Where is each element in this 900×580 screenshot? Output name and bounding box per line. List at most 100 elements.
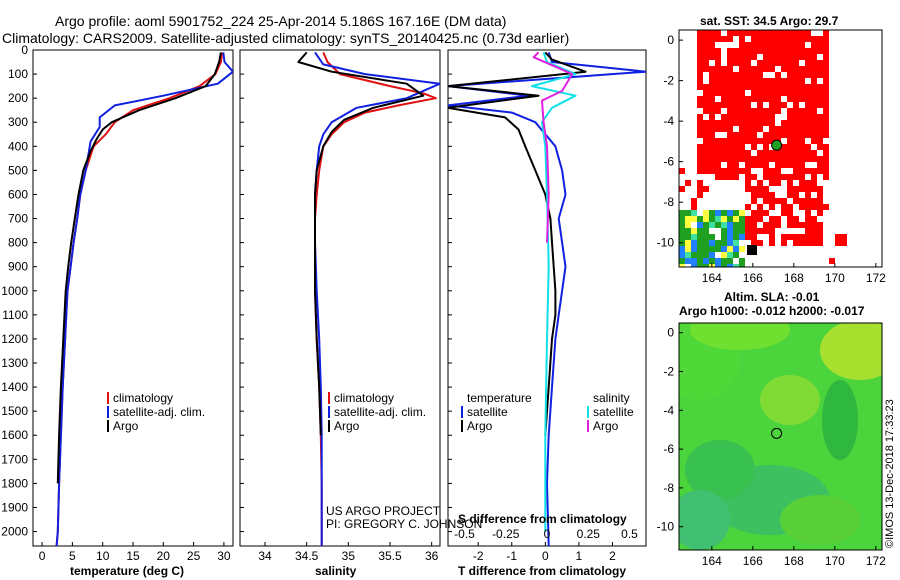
s-tick-label: -0.5: [454, 527, 475, 541]
sst-cell: [739, 102, 745, 108]
sst-cell: [805, 198, 811, 204]
sst-cell: [697, 258, 703, 264]
sst-cell: [679, 216, 685, 222]
sst-cell: [685, 240, 691, 246]
depth-tick-label: 400: [8, 139, 28, 153]
map-x-tick-label: 166: [743, 554, 763, 568]
sst-cell: [793, 162, 799, 168]
sst-cell: [709, 216, 715, 222]
sst-cell: [685, 216, 691, 222]
sst-cell: [751, 72, 757, 78]
sst-cell: [727, 30, 733, 36]
sst-cell: [769, 192, 775, 198]
sst-cell: [739, 150, 745, 156]
sst-cell: [763, 192, 769, 198]
sst-cell: [805, 126, 811, 132]
sst-cell: [715, 258, 721, 264]
sst-cell: [703, 264, 709, 267]
sst-cell: [751, 36, 757, 42]
sst-cell: [685, 234, 691, 240]
sst-cell: [697, 150, 703, 156]
sst-cell: [775, 222, 781, 228]
sst-cell: [697, 144, 703, 150]
sst-cell: [775, 72, 781, 78]
sst-cell: [721, 246, 727, 252]
sst-cell: [739, 96, 745, 102]
sst-cell: [757, 42, 763, 48]
sst-cell: [715, 174, 721, 180]
sst-cell: [823, 132, 829, 138]
sst-cell: [781, 66, 787, 72]
sst-cell: [793, 168, 799, 174]
sst-cell: [709, 96, 715, 102]
sst-cell: [703, 210, 709, 216]
sst-cell: [733, 234, 739, 240]
sst-cell: [727, 66, 733, 72]
sst-cell: [793, 216, 799, 222]
sst-cell: [703, 42, 709, 48]
sst-cell: [823, 96, 829, 102]
sst-cell: [781, 102, 787, 108]
sst-cell: [775, 162, 781, 168]
sst-cell: [709, 168, 715, 174]
sst-cell: [781, 48, 787, 54]
sst-cell: [739, 90, 745, 96]
sst-cell: [781, 42, 787, 48]
map-y-tick-label: -6: [663, 442, 674, 456]
sst-cell: [823, 126, 829, 132]
sst-cell: [697, 228, 703, 234]
sst-cell: [703, 234, 709, 240]
sst-cell: [775, 174, 781, 180]
sst-cell: [799, 144, 805, 150]
sst-cell: [733, 114, 739, 120]
sst-cell: [817, 228, 823, 234]
sst-cell: [709, 132, 715, 138]
sst-cell: [835, 234, 841, 240]
sst-cell: [763, 120, 769, 126]
sst-cell: [715, 72, 721, 78]
sst-cell: [751, 120, 757, 126]
sst-cell: [727, 222, 733, 228]
map-y-tick-label: -4: [663, 114, 674, 128]
sst-cell: [697, 120, 703, 126]
sst-cell: [757, 210, 763, 216]
sst-cell: [745, 216, 751, 222]
sst-cell: [715, 162, 721, 168]
sst-cell: [727, 228, 733, 234]
sst-cell: [781, 120, 787, 126]
salinity-legend: climatology satellite-adj. clim. Argo: [328, 391, 426, 433]
sst-cell: [793, 138, 799, 144]
series-line-salinity-argo: [532, 51, 574, 243]
sst-cell: [757, 126, 763, 132]
sst-cell: [763, 36, 769, 42]
sst-cell: [691, 246, 697, 252]
x-tick-label: 1: [576, 549, 583, 563]
sst-cell: [733, 102, 739, 108]
sst-cell: [745, 222, 751, 228]
depth-tick-label: 1700: [1, 452, 28, 466]
x-tick-label: 10: [96, 549, 110, 563]
sst-cell: [799, 72, 805, 78]
sst-cell: [811, 36, 817, 42]
sst-cell: [751, 240, 757, 246]
series-line-argo: [297, 51, 425, 436]
sst-cell: [727, 114, 733, 120]
sst-cell: [751, 42, 757, 48]
map-y-tick-label: -10: [657, 236, 675, 250]
imos-stamp: ©IMOS 13-Dec-2018 17:33:23: [884, 399, 896, 548]
sst-cell: [751, 162, 757, 168]
sst-cell: [775, 132, 781, 138]
sst-cell: [721, 66, 727, 72]
sla-map-title: Altim. SLA: -0.01: [724, 290, 820, 304]
sst-cell: [799, 204, 805, 210]
sst-cell: [697, 234, 703, 240]
sst-cell: [691, 210, 697, 216]
sst-cell: [709, 258, 715, 264]
sst-cell: [733, 264, 739, 267]
sst-cell: [781, 36, 787, 42]
salinity-panel-frame: [239, 49, 441, 547]
legend-satellite: satellite-adj. clim.: [334, 405, 426, 419]
sst-cell: [763, 174, 769, 180]
sst-cell: [805, 210, 811, 216]
sst-cell: [709, 156, 715, 162]
